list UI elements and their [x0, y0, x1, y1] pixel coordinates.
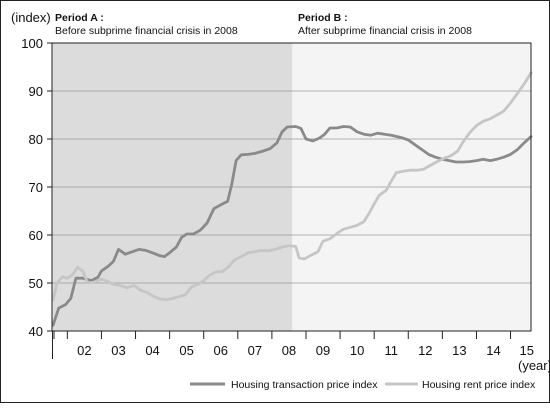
x-tick-label-11: 11 — [384, 343, 398, 358]
y-tick-label-70: 70 — [29, 180, 43, 195]
period-a-subtitle: Before subprime financial crisis in 2008 — [55, 25, 238, 37]
x-tick-label-14: 14 — [486, 343, 500, 358]
series-line-0 — [51, 125, 533, 327]
y-tick-label-90: 90 — [29, 84, 43, 99]
grid-lines — [52, 90, 531, 284]
x-tick-label-10: 10 — [350, 343, 364, 358]
series-line-1 — [51, 71, 533, 302]
y-axis: 40 50 60 70 80 90 100 — [21, 36, 52, 339]
x-tick-label-09: 09 — [316, 343, 330, 358]
y-tick-label-80: 80 — [29, 132, 43, 147]
x-tick-label-08: 08 — [282, 343, 296, 358]
x-tick-label-04: 04 — [145, 343, 159, 358]
x-tick-label-02: 02 — [77, 343, 91, 358]
legend-label-transaction: Housing transaction price index — [231, 379, 378, 391]
x-tick-label-13: 13 — [452, 343, 466, 358]
legend-label-rent: Housing rent price index — [422, 379, 536, 391]
period-a-title: Period A : — [55, 12, 104, 24]
legend: Housing transaction price index Housing … — [190, 379, 536, 391]
x-unit-label: (year) — [518, 358, 550, 373]
x-tick-label-12: 12 — [418, 343, 432, 358]
series-layer — [51, 71, 533, 327]
y-unit-label: (index) — [11, 10, 51, 25]
x-tick-label-03: 03 — [111, 343, 125, 358]
y-tick-label-50: 50 — [29, 276, 43, 291]
x-tick-label-15: 15 — [520, 343, 534, 358]
y-tick-label-40: 40 — [29, 324, 43, 339]
y-tick-label-100: 100 — [21, 36, 43, 51]
y-tick-label-60: 60 — [29, 228, 43, 243]
x-tick-label-06: 06 — [214, 343, 228, 358]
x-tick-label-07: 07 — [248, 343, 262, 358]
period-b-subtitle: After subprime financial crisis in 2008 — [298, 25, 472, 37]
x-axis: 02 03 04 05 06 07 08 09 10 11 12 13 14 15 — [52, 331, 534, 359]
x-tick-label-05: 05 — [179, 343, 193, 358]
period-b-title: Period B : — [298, 12, 348, 24]
